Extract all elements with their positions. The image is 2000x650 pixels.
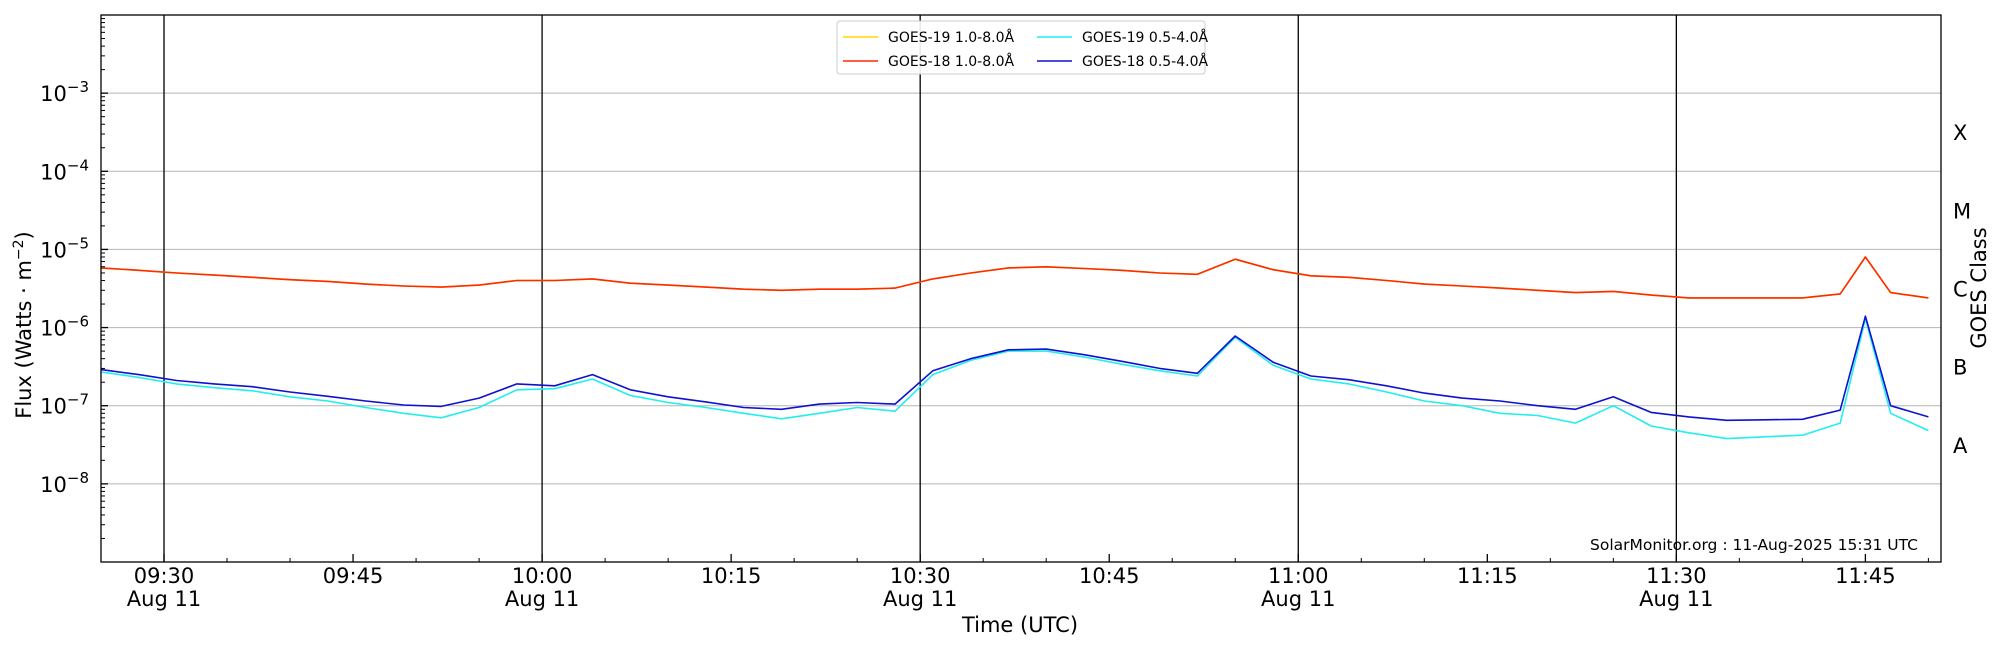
y-axis-label-exponent: −2 <box>11 239 27 260</box>
series-line-1 <box>100 256 1929 299</box>
y-tick-base: 10 <box>40 317 67 341</box>
y-tick-label: 10−8 <box>40 469 89 497</box>
x-tick-date: Aug 11 <box>505 587 579 611</box>
svg-text:Flux (Watts · m−2): Flux (Watts · m−2) <box>11 231 36 419</box>
x-tick-label: 11:15 <box>1457 564 1518 588</box>
x-tick-label: 10:15 <box>701 564 762 588</box>
legend-label: GOES-19 0.5-4.0Å <box>1082 29 1208 46</box>
x-tick-label: 09:30 <box>134 564 195 588</box>
date-vlines <box>163 15 1677 562</box>
goes-class-label: C <box>1953 278 1968 302</box>
y-tick-base: 10 <box>40 160 67 184</box>
legend-box <box>836 20 1206 75</box>
goes-class-axis-label: GOES Class <box>1967 227 1991 348</box>
legend-label: GOES-18 0.5-4.0Å <box>1082 53 1208 70</box>
y-tick-label: 10−3 <box>40 78 89 106</box>
x-tick-label: 11:30 <box>1646 564 1707 588</box>
y-tick-label: 10−5 <box>40 234 89 262</box>
goes-class-label: M <box>1953 199 1971 223</box>
series-layer <box>100 256 1929 440</box>
y-tick-exponent: −3 <box>67 78 89 96</box>
series-line-2 <box>100 256 1929 299</box>
y-tick-label: 10−7 <box>40 391 89 419</box>
x-tick-label: 09:45 <box>323 564 384 588</box>
x-tick-date: Aug 11 <box>883 587 957 611</box>
legend-label: GOES-19 1.0-8.0Å <box>888 29 1014 46</box>
y-tick-exponent: −7 <box>67 391 89 409</box>
plot-frame <box>100 14 1942 563</box>
series-line-3 <box>100 317 1929 440</box>
y-tick-label: 10−4 <box>40 156 89 184</box>
grid-layer <box>101 92 1941 485</box>
y-tick-exponent: −8 <box>67 469 89 487</box>
x-tick-label: 10:45 <box>1079 564 1140 588</box>
x-tick-label: 10:00 <box>512 564 573 588</box>
series-line-4 <box>100 315 1929 422</box>
x-tick-label: 11:00 <box>1268 564 1329 588</box>
x-tick-date: Aug 11 <box>127 587 201 611</box>
y-tick-base: 10 <box>40 82 67 106</box>
legend-label: GOES-18 1.0-8.0Å <box>888 53 1014 70</box>
y-tick-base: 10 <box>40 238 67 262</box>
x-tick-label: 11:45 <box>1835 564 1896 588</box>
x-axis-label: Time (UTC) <box>961 613 1078 637</box>
legend: GOES-19 1.0-8.0Å GOES-18 1.0-8.0Å GOES-19 … <box>836 20 1208 75</box>
y-tick-base: 10 <box>40 473 67 497</box>
y-tick-base: 10 <box>40 395 67 419</box>
y-tick-exponent: −4 <box>67 156 89 174</box>
x-tick-date: Aug 11 <box>1261 587 1335 611</box>
y-axis-label-close: ) <box>12 231 36 239</box>
y-tick-exponent: −5 <box>67 234 89 252</box>
y-axis-label-main: Flux (Watts · m <box>12 260 36 419</box>
x-tick-label: 10:30 <box>890 564 951 588</box>
goes-class-label: B <box>1953 356 1967 380</box>
goes-class-label: X <box>1953 121 1967 145</box>
y-axis-label: Flux (Watts · m−2) <box>11 231 36 419</box>
x-tick-date: Aug 11 <box>1639 587 1713 611</box>
y-tick-exponent: −6 <box>67 313 89 331</box>
credit-text: SolarMonitor.org : 11-Aug-2025 15:31 UTC <box>1590 536 1918 554</box>
y-tick-label: 10−6 <box>40 313 89 341</box>
goes-class-label: A <box>1953 434 1968 458</box>
